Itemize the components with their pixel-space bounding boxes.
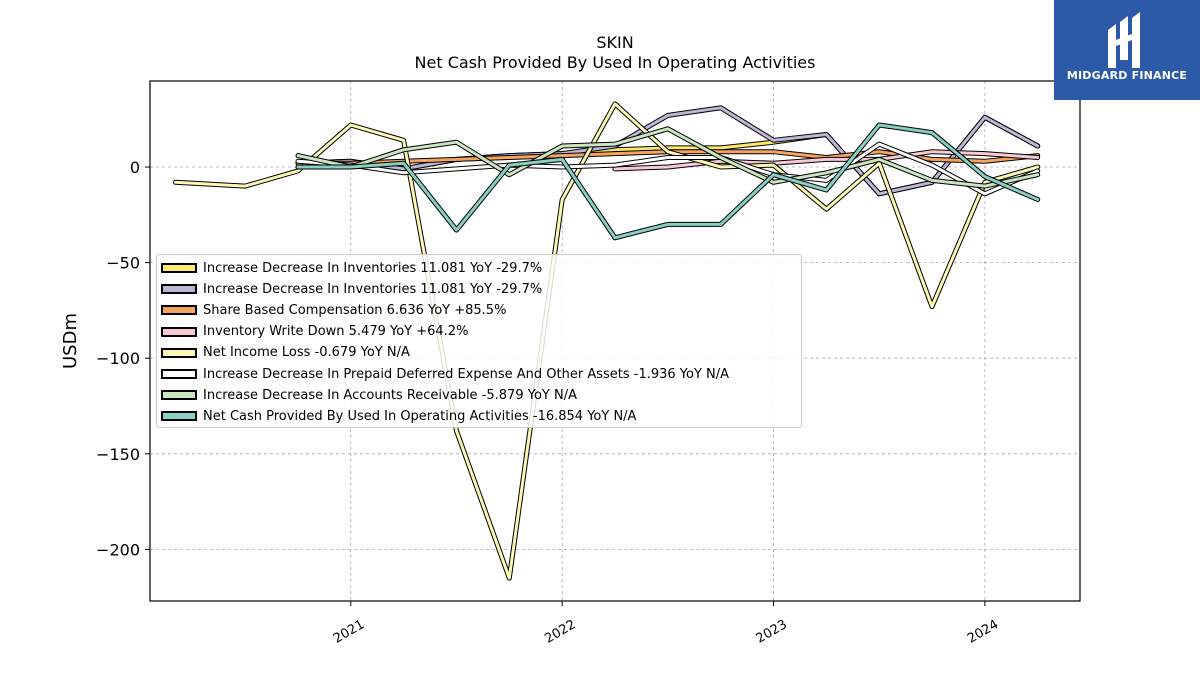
series-line-fill xyxy=(296,123,1040,240)
legend-swatch xyxy=(161,284,197,295)
series-line-fill xyxy=(296,106,1040,196)
y-tick-label: 0 xyxy=(130,158,140,177)
legend-label: Increase Decrease In Prepaid Deferred Ex… xyxy=(203,366,730,382)
series-line xyxy=(295,126,1041,189)
brand-name: MIDGARD FINANCE xyxy=(1066,69,1188,82)
chart-subtitle: Net Cash Provided By Used In Operating A… xyxy=(415,53,816,72)
legend-swatch xyxy=(161,326,197,337)
legend-swatch xyxy=(161,305,197,316)
legend-label: Net Income Loss -0.679 YoY N/A xyxy=(203,345,410,361)
legend-entry: Increase Decrease In Prepaid Deferred Ex… xyxy=(161,364,729,384)
x-tick-label: 2023 xyxy=(754,617,790,647)
legend-entry: Increase Decrease In Accounts Receivable… xyxy=(161,385,577,405)
legend-swatch xyxy=(161,390,197,401)
x-tick-label: 2024 xyxy=(965,617,1001,647)
x-tick-label: 2021 xyxy=(331,617,367,647)
chart-legend: Increase Decrease In Inventories 11.081 … xyxy=(156,254,802,428)
legend-label: Share Based Compensation 6.636 YoY +85.5… xyxy=(203,302,507,318)
y-tick-label: −100 xyxy=(96,349,140,368)
legend-label: Increase Decrease In Accounts Receivable… xyxy=(203,387,577,403)
legend-entry: Share Based Compensation 6.636 YoY +85.5… xyxy=(161,300,506,320)
y-tick-label: −200 xyxy=(96,540,140,559)
legend-label: Inventory Write Down 5.479 YoY +64.2% xyxy=(203,324,469,340)
legend-label: Increase Decrease In Inventories 11.081 … xyxy=(203,281,543,297)
series-line xyxy=(295,122,1041,241)
legend-swatch xyxy=(161,411,197,422)
series-line-fill xyxy=(173,102,1040,580)
legend-swatch xyxy=(161,263,197,273)
legend-entry: Net Cash Provided By Used In Operating A… xyxy=(161,406,636,426)
series-lines xyxy=(172,101,1041,581)
legend-label: Increase Decrease In Inventories 11.081 … xyxy=(203,260,543,276)
series-line xyxy=(172,101,1041,581)
chart-title: SKIN xyxy=(596,33,633,52)
legend-swatch xyxy=(161,347,197,358)
plot-frame xyxy=(149,80,1081,602)
series-line xyxy=(295,105,1041,197)
midgard-logo-icon xyxy=(1108,12,1140,68)
x-tick-label: 2022 xyxy=(542,617,578,647)
legend-swatch xyxy=(161,369,197,379)
y-axis-label: USDm xyxy=(60,313,81,369)
y-tick-label: −150 xyxy=(96,445,140,464)
series-line-fill xyxy=(613,150,1040,171)
series-line-fill xyxy=(296,127,1040,188)
legend-label: Net Cash Provided By Used In Operating A… xyxy=(203,408,637,424)
legend-entry: Increase Decrease In Inventories 11.081 … xyxy=(161,279,542,299)
y-tick-label: −50 xyxy=(106,254,140,273)
brand-logo: MIDGARD FINANCE xyxy=(1054,0,1200,100)
legend-entry: Increase Decrease In Inventories 11.081 … xyxy=(161,258,542,278)
series-line-fill xyxy=(296,142,1040,196)
legend-entry: Inventory Write Down 5.479 YoY +64.2% xyxy=(161,322,468,342)
series-line xyxy=(295,141,1041,197)
legend-entry: Net Income Loss -0.679 YoY N/A xyxy=(161,343,410,363)
series-line xyxy=(612,149,1041,172)
